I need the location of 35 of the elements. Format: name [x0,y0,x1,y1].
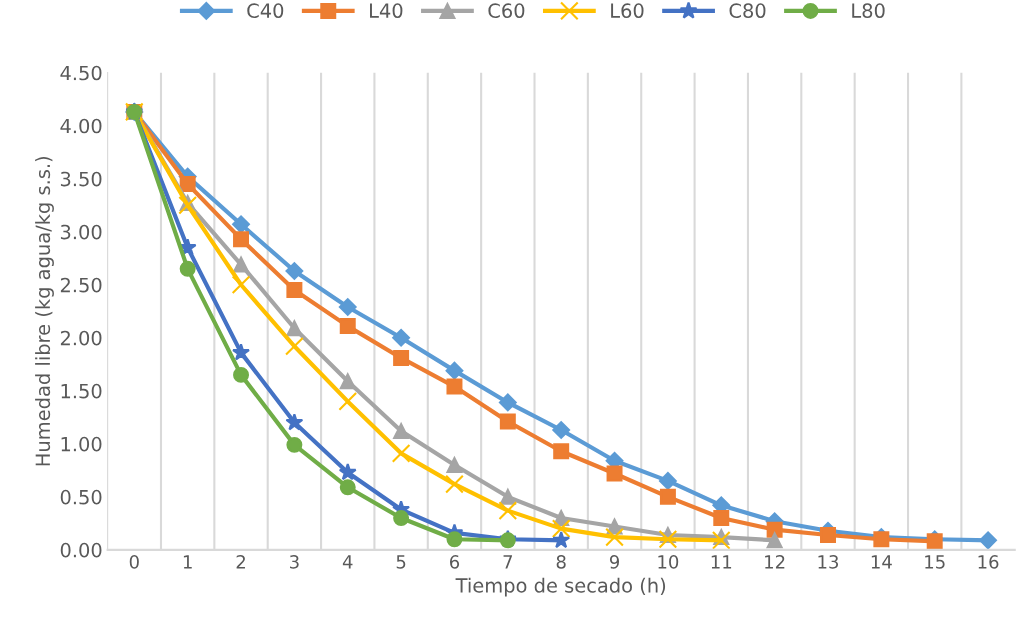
y-tick-label: 1.00 [61,436,102,452]
legend-label: C40 [247,3,284,19]
y-tick-label: 2.00 [60,330,102,346]
y-tick-label: 3.00 [60,224,102,240]
x-tick-label: 1 [183,555,192,569]
y-tick-label: 4.50 [60,65,102,81]
legend-label: C60 [488,3,525,19]
legend-label: L80 [852,3,885,19]
x-tick-label: 10 [658,555,679,569]
x-tick-label: 15 [925,555,945,569]
x-tick-label: 8 [556,555,566,569]
x-tick-label: 0 [129,555,139,569]
y-tick-label: 1.50 [61,383,102,399]
y-tick-label: 0.50 [60,489,102,505]
x-tick-label: 4 [342,555,353,569]
y-tick-label: 2.50 [60,277,102,293]
y-tick-label: 4.00 [60,118,102,134]
x-axis-title: Tiempo de secado (h) [455,577,666,597]
x-tick-label: 12 [765,555,785,569]
x-tick-label: 5 [396,555,406,569]
y-tick-label: 3.50 [60,171,102,187]
legend-label: L60 [611,3,644,19]
x-tick-label: 6 [449,555,460,569]
x-tick-label: 14 [871,555,892,569]
x-tick-label: 13 [818,555,839,569]
y-axis-title: Humedad libre (kg agua/kg s.s.) [35,156,54,466]
y-tick-label: 0.00 [60,542,102,558]
x-tick-label: 7 [503,555,513,569]
legend-label: C80 [729,3,766,19]
x-tick-label: 2 [236,555,245,569]
x-tick-label: 9 [609,555,620,569]
x-tick-label: 16 [978,555,999,569]
legend-label: L40 [370,3,403,19]
x-tick-label: 3 [290,555,299,569]
x-tick-label: 11 [711,555,732,569]
